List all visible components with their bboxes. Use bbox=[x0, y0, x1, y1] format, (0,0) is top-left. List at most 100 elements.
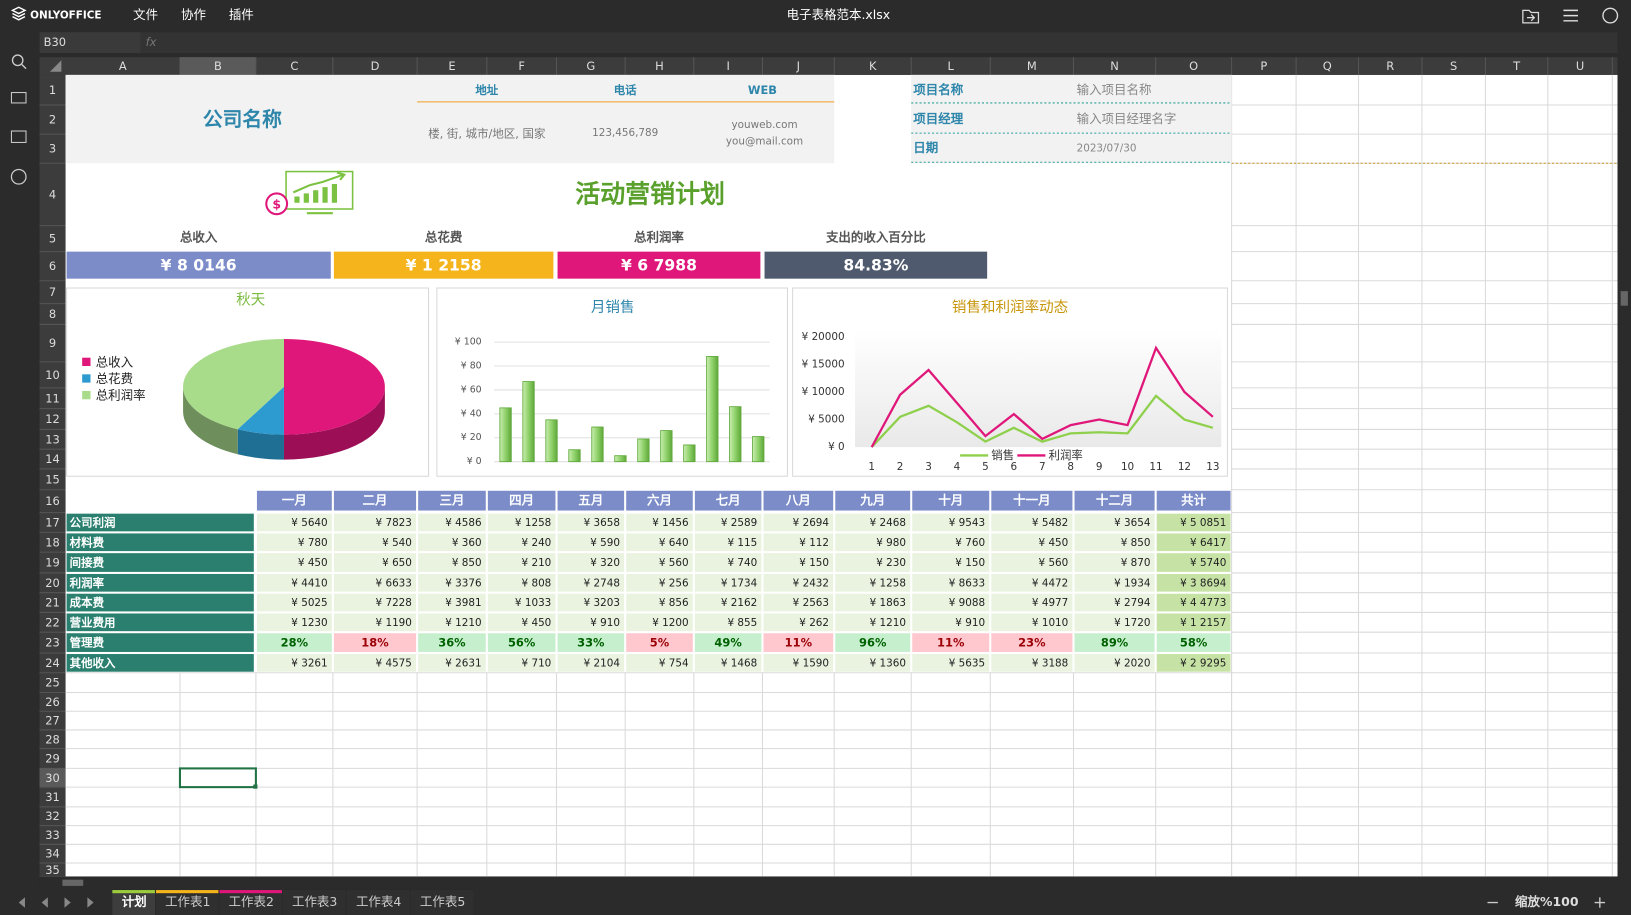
column-header[interactable]: O bbox=[1189, 59, 1198, 73]
table-value: ¥ 2794 bbox=[1114, 597, 1151, 609]
cell-ref: B30 bbox=[44, 35, 66, 49]
tab-nav-button[interactable] bbox=[87, 897, 94, 908]
open-location-icon[interactable] bbox=[1522, 9, 1540, 24]
tab-nav-button[interactable] bbox=[64, 897, 71, 908]
row-label-cell bbox=[66, 654, 254, 672]
row-header[interactable]: 26 bbox=[45, 695, 60, 709]
row-header[interactable]: 12 bbox=[45, 412, 60, 426]
column-header[interactable]: C bbox=[290, 59, 298, 73]
table-value: ¥ 1590 bbox=[793, 657, 829, 669]
row-label: 材料费 bbox=[70, 535, 105, 549]
table-cell bbox=[626, 654, 693, 672]
column-header[interactable]: Q bbox=[1323, 59, 1332, 73]
row-header[interactable]: 1 bbox=[49, 83, 56, 97]
menu-item[interactable]: 插件 bbox=[229, 7, 254, 22]
table-value: ¥ 450 bbox=[522, 617, 552, 629]
row-header[interactable]: 20 bbox=[45, 576, 60, 590]
row-header[interactable]: 25 bbox=[45, 676, 60, 690]
column-header[interactable]: R bbox=[1386, 59, 1394, 73]
row-header[interactable]: 4 bbox=[49, 187, 56, 201]
row-header[interactable]: 11 bbox=[45, 391, 60, 405]
column-header[interactable]: S bbox=[1450, 59, 1457, 73]
sheet-tab[interactable] bbox=[156, 890, 219, 915]
row-header[interactable]: 24 bbox=[45, 656, 60, 670]
column-header[interactable]: I bbox=[726, 59, 729, 73]
column-header[interactable]: T bbox=[1512, 59, 1521, 73]
column-header[interactable]: A bbox=[119, 59, 127, 73]
table-cell bbox=[1074, 613, 1155, 632]
row-header[interactable]: 8 bbox=[49, 307, 56, 321]
row-header[interactable]: 13 bbox=[45, 432, 60, 446]
comment-icon[interactable] bbox=[10, 92, 27, 104]
row-header[interactable]: 34 bbox=[45, 847, 60, 861]
table-cell bbox=[694, 633, 762, 652]
kpi-value: ¥ 6 7988 bbox=[621, 257, 697, 275]
sheet-tab[interactable] bbox=[219, 890, 282, 915]
row-header[interactable]: 15 bbox=[45, 472, 60, 486]
tab-nav-button[interactable] bbox=[41, 897, 48, 908]
sheet-tab[interactable] bbox=[112, 890, 155, 915]
menu-item[interactable]: 文件 bbox=[133, 7, 158, 22]
row-header[interactable]: 10 bbox=[45, 368, 60, 382]
row-header[interactable]: 14 bbox=[45, 452, 60, 466]
row-header[interactable]: 9 bbox=[49, 336, 56, 350]
table-value: ¥ 1210 bbox=[445, 617, 481, 629]
menu-icon[interactable] bbox=[1563, 9, 1578, 22]
chart-title: 秋天 bbox=[236, 292, 266, 309]
table-cell bbox=[835, 654, 911, 672]
tab-nav-button[interactable] bbox=[18, 897, 25, 908]
row-header[interactable]: 30 bbox=[45, 771, 60, 785]
column-header[interactable]: D bbox=[371, 59, 380, 73]
row-header[interactable]: 6 bbox=[49, 259, 56, 273]
column-header[interactable]: N bbox=[1110, 59, 1119, 73]
table-value: ¥ 262 bbox=[799, 617, 829, 629]
sheet-tab[interactable] bbox=[282, 890, 346, 915]
row-header[interactable]: 31 bbox=[45, 790, 60, 804]
column-header[interactable]: P bbox=[1260, 59, 1267, 73]
h-scroll-thumb[interactable] bbox=[62, 879, 84, 886]
table-value: ¥ 5640 bbox=[291, 517, 327, 529]
table-cell bbox=[835, 553, 911, 572]
column-header[interactable]: J bbox=[796, 59, 800, 73]
column-header[interactable]: E bbox=[448, 59, 455, 73]
row-header[interactable]: 16 bbox=[45, 494, 60, 508]
column-header[interactable]: F bbox=[518, 59, 525, 73]
column-header[interactable]: U bbox=[1576, 59, 1584, 73]
row-header[interactable]: 23 bbox=[45, 636, 60, 650]
row-header[interactable]: 32 bbox=[45, 809, 60, 823]
logo-icon bbox=[10, 6, 27, 21]
user-icon[interactable] bbox=[1602, 7, 1619, 24]
column-header[interactable]: K bbox=[869, 59, 877, 73]
column-header[interactable]: B bbox=[214, 59, 222, 73]
row-header[interactable]: 35 bbox=[45, 863, 60, 877]
column-header[interactable]: M bbox=[1027, 59, 1037, 73]
row-header[interactable]: 19 bbox=[45, 556, 60, 570]
row-header[interactable]: 18 bbox=[45, 535, 60, 549]
formula-bar bbox=[39, 32, 1631, 54]
zoom-in[interactable] bbox=[1594, 897, 1606, 908]
email: you@mail.com bbox=[726, 135, 803, 147]
row-header[interactable]: 21 bbox=[45, 596, 60, 610]
pie-slice bbox=[237, 386, 284, 435]
search-icon[interactable] bbox=[11, 54, 24, 67]
row-header[interactable]: 5 bbox=[49, 232, 56, 246]
row-header[interactable]: 27 bbox=[45, 714, 60, 728]
column-header[interactable]: G bbox=[586, 59, 595, 73]
x-tick-label: 12 bbox=[1178, 461, 1191, 473]
sheet-tab[interactable] bbox=[346, 890, 410, 915]
row-header[interactable]: 22 bbox=[45, 615, 60, 629]
table-value: ¥ 2589 bbox=[721, 517, 757, 529]
row-header[interactable]: 7 bbox=[49, 285, 56, 299]
info-icon[interactable] bbox=[10, 168, 27, 185]
chat-icon[interactable] bbox=[10, 130, 27, 143]
row-header[interactable]: 17 bbox=[45, 516, 60, 530]
row-header[interactable]: 2 bbox=[49, 113, 56, 127]
sheet-tab[interactable] bbox=[410, 890, 474, 915]
row-header[interactable]: 29 bbox=[45, 752, 60, 766]
menu-item[interactable]: 协作 bbox=[181, 7, 206, 22]
column-header[interactable]: H bbox=[655, 59, 664, 73]
row-header[interactable]: 33 bbox=[45, 828, 60, 842]
row-header[interactable]: 28 bbox=[45, 732, 60, 746]
column-header[interactable]: L bbox=[948, 59, 955, 73]
row-header[interactable]: 3 bbox=[49, 142, 56, 156]
